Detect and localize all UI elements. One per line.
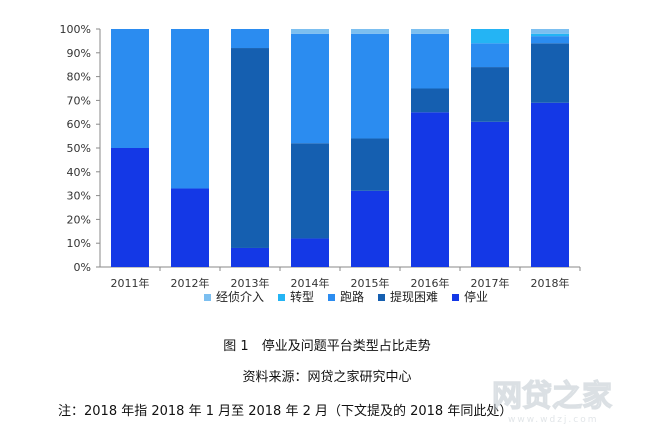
x-tick-label: 2018年 — [531, 276, 570, 290]
y-tick-label: 40% — [67, 166, 91, 179]
bar-segment — [171, 188, 209, 267]
bar-segment — [471, 29, 509, 44]
bar-segment — [291, 143, 329, 239]
legend-label: 经侦介入 — [216, 290, 264, 304]
bar-segment — [411, 112, 449, 267]
chart-canvas: 0% 10% 20% 30% 40% 50% 60% 70% 80% 90% 100% 2011年 20… — [60, 23, 581, 304]
legend-swatch — [328, 294, 335, 301]
legend-label: 提现困难 — [390, 289, 438, 304]
y-tick-label: 80% — [67, 71, 91, 84]
x-tick-label: 2013年 — [231, 276, 270, 290]
bar-segment — [291, 29, 329, 34]
y-tick-label: 70% — [67, 94, 91, 107]
y-tick-label: 30% — [67, 190, 91, 203]
bar-segment — [351, 138, 389, 191]
bar-segment — [291, 33, 329, 144]
legend-label: 跑路 — [340, 289, 364, 304]
bar-segment — [531, 33, 569, 37]
bar-segment — [351, 33, 389, 139]
watermark-logo: 网贷之家 www.wdzj.com — [491, 378, 612, 425]
legend-swatch — [204, 294, 211, 301]
watermark-text: 网贷之家 — [492, 379, 612, 414]
bar-segment — [171, 29, 209, 189]
x-tick-label: 2016年 — [411, 276, 450, 290]
y-tick-label: 60% — [67, 118, 91, 131]
x-tick-label: 2017年 — [471, 276, 510, 290]
y-tick-label: 20% — [67, 213, 91, 226]
bar-segment — [291, 238, 329, 267]
bar-segment — [111, 148, 149, 267]
bar-segment — [231, 48, 269, 248]
x-tick-label: 2011年 — [111, 276, 150, 290]
legend-swatch — [278, 294, 285, 301]
figure-caption: 图 1 停业及问题平台类型占比走势 — [223, 339, 431, 354]
bar-segment — [111, 29, 149, 148]
bar-segment — [531, 102, 569, 267]
x-tick-label: 2012年 — [171, 276, 210, 290]
bar-segment — [411, 88, 449, 113]
bar-segment — [531, 36, 569, 44]
legend-swatch — [452, 294, 459, 301]
x-tick-label: 2014年 — [291, 276, 330, 290]
note-line: 注：2018 年指 2018 年 1 月至 2018 年 2 月（下文提及的 2… — [58, 404, 513, 419]
legend-label: 转型 — [290, 289, 314, 304]
legend-label: 停业 — [464, 289, 488, 304]
stacked-bar-chart: 0% 10% 20% 30% 40% 50% 60% 70% 80% 90% 100% 2011年 20… — [60, 23, 581, 304]
source-line: 资料来源：网贷之家研究中心 — [242, 370, 412, 385]
bar-segment — [471, 43, 509, 68]
y-tick-label: 0% — [74, 261, 91, 274]
bar-segment — [471, 121, 509, 267]
y-tick-label: 90% — [67, 47, 91, 60]
bar-segment — [411, 29, 449, 34]
bar-segment — [351, 29, 389, 34]
bar-segment — [231, 247, 269, 267]
bar-segment — [231, 29, 269, 49]
watermark-sub: www.wdzj.com — [508, 415, 599, 425]
y-tick-label: 10% — [67, 237, 91, 250]
bar-segment — [411, 33, 449, 89]
x-tick-label: 2015年 — [351, 276, 390, 290]
bar-segment — [471, 67, 509, 122]
legend-swatch — [378, 294, 385, 301]
y-tick-label: 100% — [60, 23, 91, 36]
y-tick-label: 50% — [67, 142, 91, 155]
bar-segment — [351, 190, 389, 267]
bar-segment — [531, 29, 569, 34]
bar-segment — [531, 43, 569, 103]
